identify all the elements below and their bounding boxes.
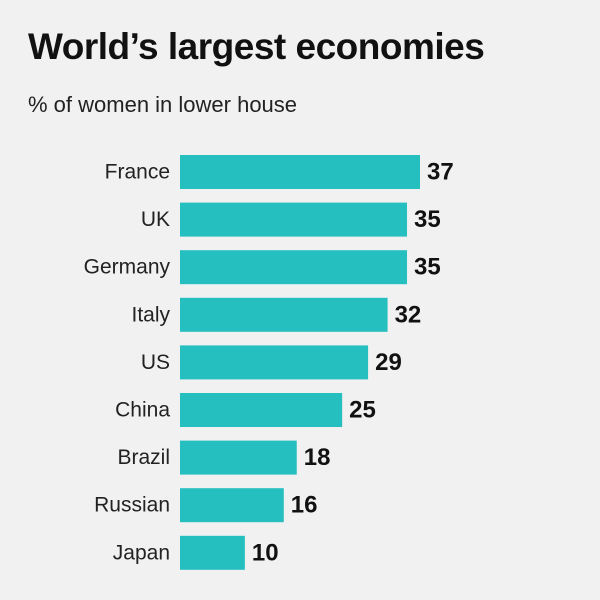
bar-china [180,393,343,427]
category-label-germany: Germany [84,256,171,279]
value-label-france: 37 [427,159,454,186]
category-label-uk: UK [141,208,170,231]
category-label-brazil: Brazil [117,446,170,469]
chart-title: World’s largest economies [28,26,485,67]
bar-germany [180,250,408,285]
chart-subtitle: % of women in lower house [28,92,298,117]
category-label-russian: Russian [94,494,170,517]
category-label-france: France [105,161,170,184]
value-label-japan: 10 [252,539,279,566]
category-label-us: US [141,351,170,374]
bar-italy [180,297,388,332]
value-label-china: 25 [349,397,376,424]
bar-us [180,345,369,380]
category-label-japan: Japan [113,541,170,564]
bar-uk [180,202,408,237]
bar-japan [180,535,245,570]
category-label-italy: Italy [131,303,170,326]
value-label-germany: 35 [414,254,441,281]
bar-brazil [180,440,297,475]
bar-russian [180,488,284,523]
value-label-brazil: 18 [304,444,331,471]
category-label-china: China [115,399,170,422]
bar-france [180,155,420,189]
value-label-italy: 32 [395,301,422,328]
value-label-uk: 35 [414,206,441,233]
value-label-us: 29 [375,349,402,376]
value-label-russian: 16 [291,492,318,519]
